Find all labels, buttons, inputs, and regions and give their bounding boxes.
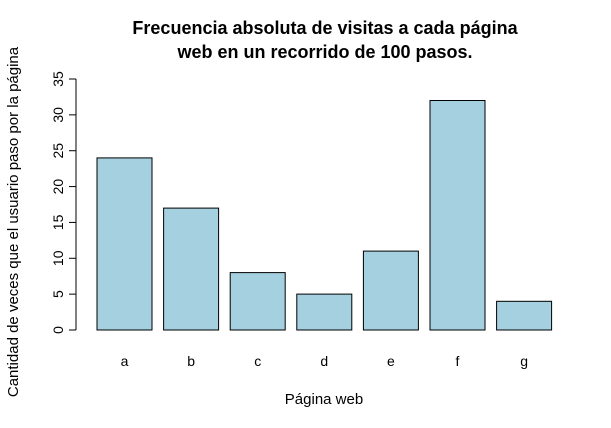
- x-tick-label-c: c: [254, 353, 261, 369]
- bar-f: [429, 100, 486, 331]
- bar-d: [296, 293, 353, 331]
- bar-e: [362, 250, 419, 331]
- y-tick-label-30: 30: [50, 107, 66, 123]
- y-tick-label-20: 20: [50, 179, 66, 195]
- y-tick-label-5: 5: [50, 290, 66, 298]
- x-tick-label-f: f: [456, 353, 460, 369]
- x-tick-label-b: b: [187, 353, 195, 369]
- y-tick-label-10: 10: [50, 250, 66, 266]
- y-tick-label-25: 25: [50, 143, 66, 159]
- y-axis-label: Cantidad de veces que el usuario paso po…: [5, 46, 22, 397]
- x-tick-label-d: d: [320, 353, 328, 369]
- x-tick-labels: a b c d e f g: [121, 353, 528, 369]
- y-tick-label-35: 35: [50, 71, 66, 87]
- chart-title-line-2: web en un recorrido de 100 pasos.: [176, 42, 472, 62]
- bar-b: [163, 207, 220, 331]
- chart-title-line-1: Frecuencia absoluta de visitas a cada pá…: [132, 18, 518, 38]
- y-tick-label-15: 15: [50, 214, 66, 230]
- x-axis-label: Página web: [285, 391, 363, 408]
- bar-g: [496, 300, 553, 331]
- y-tick-label-0: 0: [50, 326, 66, 334]
- x-tick-label-a: a: [121, 353, 129, 369]
- x-tick-label-e: e: [387, 353, 395, 369]
- bar-c: [229, 272, 286, 331]
- y-axis-ticks: 0 5 10 15 20 25 30 35: [50, 71, 76, 334]
- bars-group: [96, 100, 553, 331]
- x-tick-label-g: g: [520, 353, 528, 369]
- bar-a: [96, 157, 153, 331]
